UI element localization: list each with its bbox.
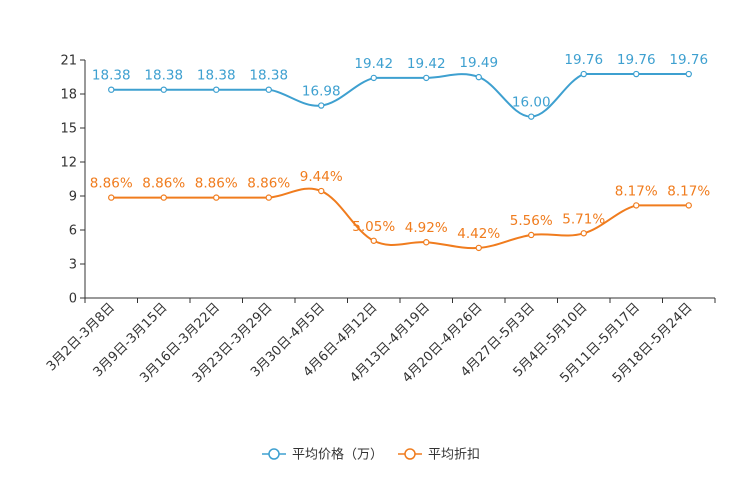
data-point[interactable] — [318, 187, 325, 195]
data-point[interactable] — [318, 102, 325, 109]
series-line-1 — [111, 187, 689, 250]
data-label: 16.00 — [512, 95, 551, 111]
y-tick-label: 18 — [60, 88, 77, 103]
data-point[interactable] — [475, 244, 482, 252]
data-label: 8.86% — [247, 176, 290, 192]
data-label: 5.05% — [352, 219, 395, 235]
data-label: 19.42 — [354, 56, 393, 72]
data-label: 4.92% — [405, 220, 448, 236]
data-point[interactable] — [633, 202, 640, 209]
series-points — [108, 70, 692, 252]
data-label: 19.76 — [564, 52, 603, 68]
legend-item-0[interactable]: 平均价格（万） — [262, 447, 383, 463]
data-label: 16.98 — [302, 84, 341, 100]
data-point[interactable] — [633, 70, 640, 78]
data-label: 8.17% — [615, 183, 658, 199]
data-label: 8.86% — [90, 176, 133, 192]
data-labels: 18.38 18.38 18.38 18.38 16.98 19.42 19.42 19.49… — [90, 52, 711, 242]
data-label: 8.86% — [142, 176, 185, 192]
data-label: 18.38 — [144, 68, 183, 84]
y-tick-label: 15 — [60, 122, 77, 137]
data-point[interactable] — [213, 86, 220, 93]
y-tick-label: 6 — [69, 224, 77, 239]
data-point[interactable] — [475, 73, 482, 81]
data-label: 5.56% — [510, 213, 553, 229]
data-point[interactable] — [108, 86, 115, 93]
data-point[interactable] — [528, 113, 535, 120]
data-label: 9.44% — [300, 169, 343, 185]
data-point[interactable] — [423, 239, 430, 246]
data-label: 18.38 — [197, 68, 236, 84]
y-tick-label: 9 — [69, 190, 77, 205]
data-point[interactable] — [213, 194, 220, 201]
legend-label: 平均折扣 — [428, 448, 480, 463]
data-point[interactable] — [108, 194, 115, 201]
data-label: 4.42% — [457, 226, 500, 242]
data-point[interactable] — [160, 194, 167, 201]
data-label: 19.76 — [669, 52, 708, 68]
data-point[interactable] — [160, 86, 167, 93]
y-tick-label: 0 — [69, 292, 77, 307]
legend-item-1[interactable]: 平均折扣 — [398, 448, 480, 463]
data-point[interactable] — [265, 194, 272, 201]
data-point[interactable] — [685, 202, 692, 209]
legend-marker-icon — [404, 448, 416, 460]
data-point[interactable] — [685, 70, 692, 78]
y-tick-label: 21 — [60, 54, 77, 69]
data-point[interactable] — [528, 231, 535, 239]
legend-label: 平均价格（万） — [292, 447, 383, 463]
y-tick-label: 3 — [69, 258, 77, 273]
data-label: 18.38 — [92, 68, 131, 84]
data-label: 5.71% — [562, 211, 605, 227]
data-label: 18.38 — [249, 68, 288, 84]
legend[interactable]: 平均价格（万） 平均折扣 — [262, 447, 480, 463]
data-label: 19.49 — [459, 55, 498, 71]
data-point[interactable] — [423, 74, 430, 82]
data-point[interactable] — [580, 230, 587, 237]
y-tick-label: 12 — [60, 156, 77, 171]
data-label: 19.76 — [617, 52, 656, 68]
data-point[interactable] — [370, 237, 377, 244]
data-point[interactable] — [265, 86, 272, 93]
data-label: 19.42 — [407, 56, 446, 72]
legend-marker-icon — [268, 448, 280, 460]
data-label: 8.86% — [195, 176, 238, 192]
data-label: 8.17% — [667, 183, 710, 199]
data-point[interactable] — [580, 70, 587, 78]
data-point[interactable] — [370, 74, 377, 82]
